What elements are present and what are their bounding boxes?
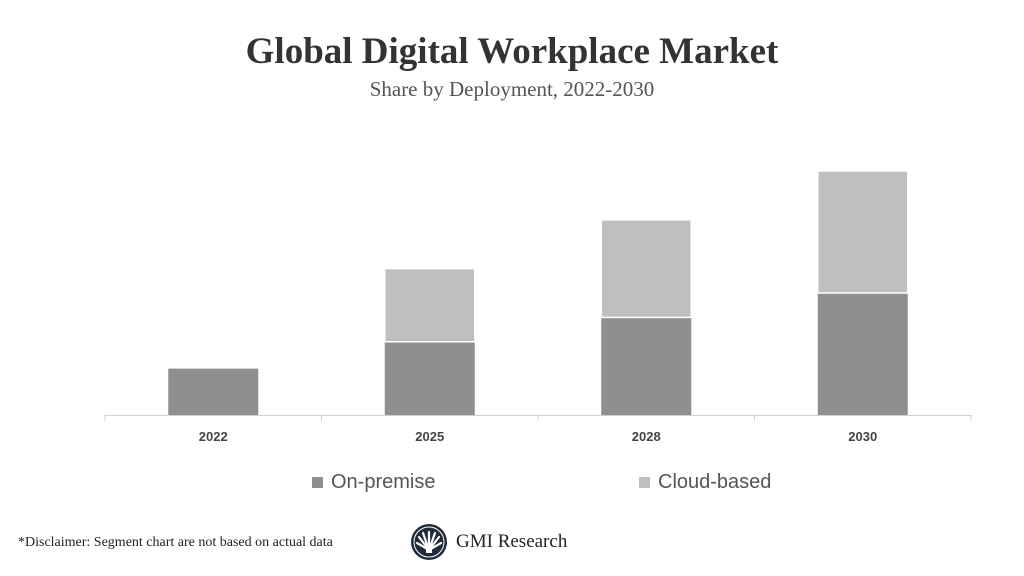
- x-tick-label: 2028: [632, 429, 661, 444]
- chart-subtitle: Share by Deployment, 2022-2030: [369, 77, 655, 101]
- legend-label: On-premise: [331, 471, 436, 493]
- logo-text: GMI Research: [456, 531, 568, 552]
- legend-swatch: [312, 477, 323, 488]
- bar-on-premise-2028: [601, 317, 692, 415]
- legend-swatch: [639, 477, 650, 488]
- x-tick-label: 2030: [848, 429, 877, 444]
- legend-label: Cloud-based: [658, 471, 772, 493]
- chart-area: 2022 2025 2028 2030: [104, 170, 972, 444]
- chart-title: Global Digital Workplace Market: [245, 31, 779, 72]
- bar-cloud-based-2025: [384, 267, 476, 343]
- fan-logo-icon: [411, 524, 447, 560]
- bar-cloud-based-2030: [817, 170, 909, 294]
- x-tick-label: 2025: [415, 429, 444, 444]
- bar-cloud-based-2028: [600, 219, 692, 319]
- logo: GMI Research: [410, 523, 567, 561]
- legend-item-cloud-based: Cloud-based: [639, 471, 771, 494]
- disclaimer: *Disclaimer: Segment chart are not based…: [18, 535, 333, 550]
- legend-item-on-premise: On-premise: [312, 471, 435, 494]
- x-tick-label: 2022: [199, 429, 228, 444]
- bar-on-premise-2022: [168, 368, 259, 415]
- bar-on-premise-2025: [384, 341, 475, 415]
- bar-on-premise-2030: [817, 293, 908, 415]
